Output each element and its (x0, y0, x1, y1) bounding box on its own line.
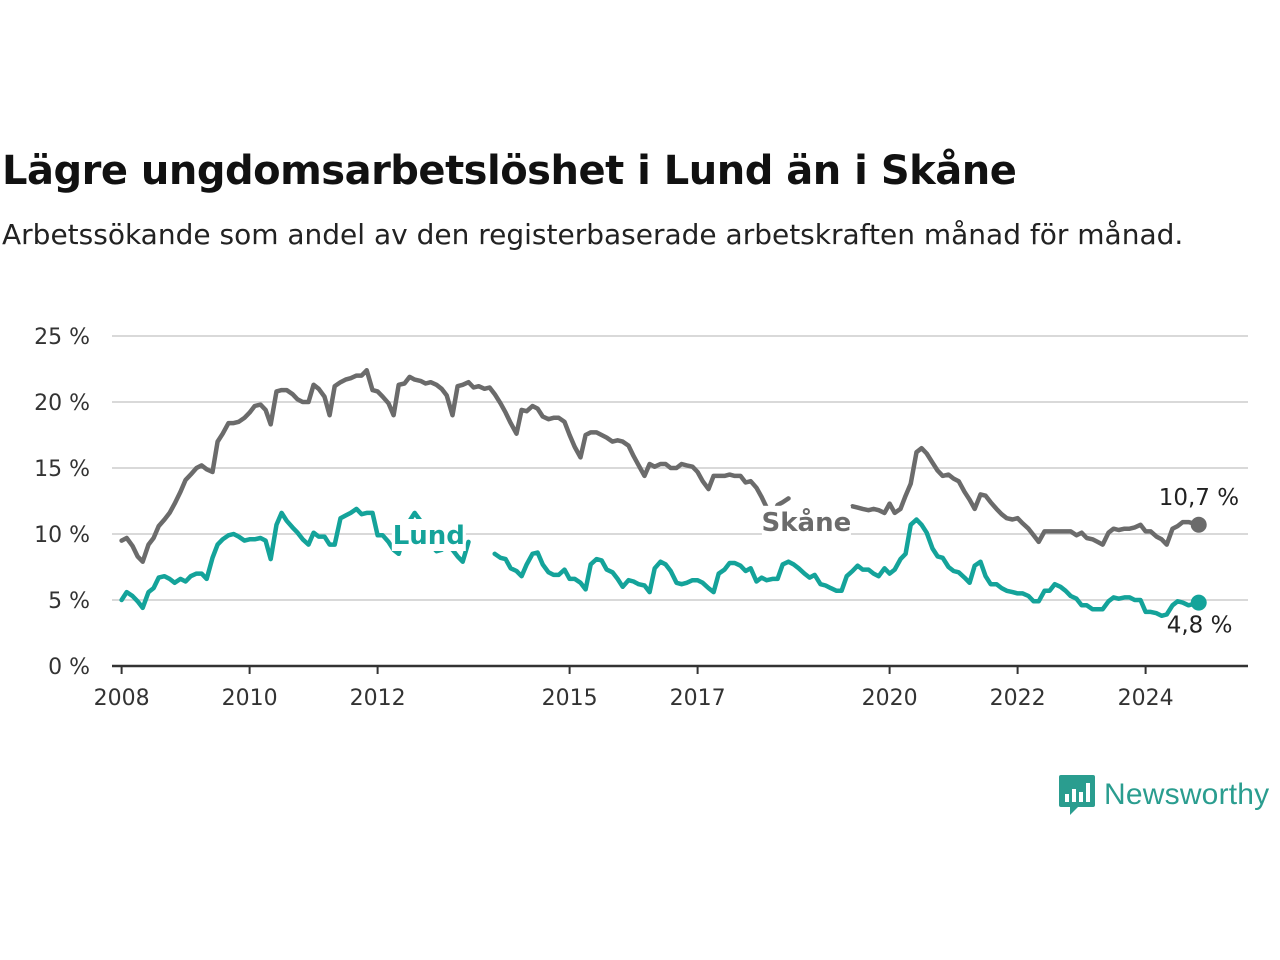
x-tick-label: 2024 (1118, 686, 1174, 711)
series-label-skåne: Skåne (762, 506, 852, 538)
x-tick-label: 2012 (350, 686, 406, 711)
x-tick-label: 2015 (542, 686, 598, 711)
series-label-bg (391, 519, 466, 551)
series-labels: 10,7 % Skåne 4,8 % Lund (391, 485, 1239, 639)
end-point-skåne (1190, 516, 1207, 533)
series-line-skåne (119, 368, 791, 564)
series-line-lund (492, 517, 1201, 619)
newsworthy-logo: Newsworthy (1058, 773, 1269, 817)
y-tick-label: 20 % (34, 391, 90, 416)
x-tick-label: 2022 (990, 686, 1046, 711)
chart-subtitle: Arbetssökande som andel av den registerb… (2, 218, 1184, 251)
y-tick-label: 0 % (48, 655, 90, 680)
series-label-bg (761, 505, 851, 538)
series-label-lund: Lund (393, 521, 465, 551)
x-axis: 2008 2010 2012 2015 2017 2020 2022 2024 (94, 664, 1248, 711)
logo-text: Newsworthy (1104, 778, 1270, 811)
x-tick-label: 2008 (94, 686, 150, 711)
x-tick-label: 2017 (670, 686, 726, 711)
y-tick-label: 15 % (34, 457, 90, 482)
chart-title: Lägre ungdomsarbetslöshet i Lund än i Sk… (2, 148, 1017, 194)
series-lines (119, 368, 1207, 619)
end-value-label-skåne: 10,7 % (1159, 485, 1239, 511)
y-axis: 0 % 5 % 10 % 15 % 20 % 25 % (34, 325, 90, 680)
y-tick-label: 25 % (34, 325, 90, 350)
series-line-skåne (850, 445, 1201, 547)
line-chart: 0 %5 %10 %15 %20 %25 % 2008 2010 2012 2015 2… (34, 325, 1248, 711)
end-value-label-lund: 4,8 % (1167, 613, 1233, 639)
y-tick-label: 5 % (48, 589, 90, 614)
bar-chart-speech-bubble-icon (1059, 775, 1095, 815)
y-tick-label: 10 % (34, 523, 90, 548)
x-tick-label: 2010 (222, 686, 278, 711)
end-point-lund (1190, 594, 1207, 611)
x-tick-label: 2020 (862, 686, 918, 711)
